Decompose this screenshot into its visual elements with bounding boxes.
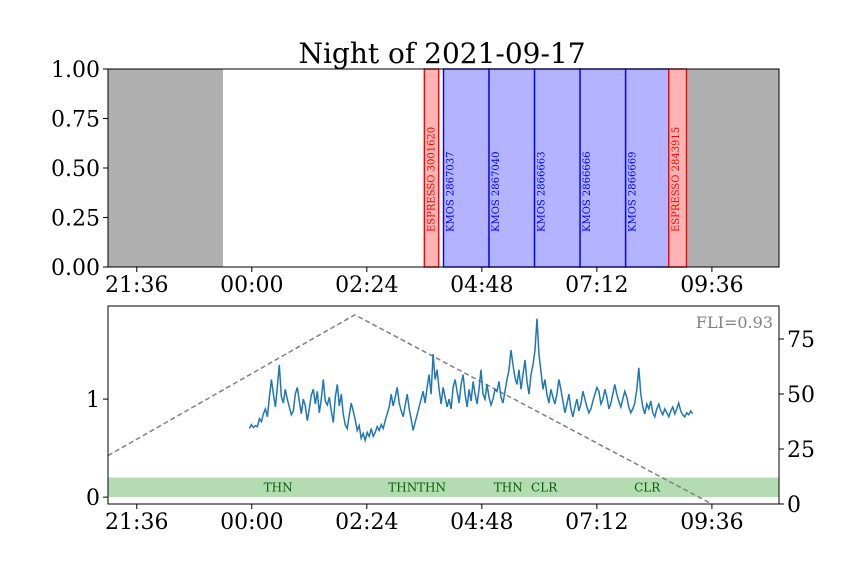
- weather-label-2: THN: [417, 480, 446, 494]
- bottom-left-tick-label-0: 0: [86, 486, 100, 511]
- observation-block-3: [533, 68, 581, 268]
- top-timeline-plot: ESPRESSO 3001620 KMOS 2867037 KMOS 2867040…: [51, 58, 780, 298]
- grey-region-0: [108, 69, 224, 267]
- bottom-plot-area: THN THN THN THN CLR CLR: [108, 313, 779, 504]
- fli-annotation: FLI=0.93: [696, 313, 773, 332]
- bottom-x-tick-label-4: 07:12: [565, 510, 628, 535]
- bottom-left-tick-label-1: 1: [86, 388, 100, 413]
- observation-block-1: [442, 68, 490, 268]
- altitude-line: [108, 313, 713, 504]
- bottom-axes-frame: [107, 305, 780, 505]
- observation-label-3: KMOS 2866663: [537, 152, 548, 232]
- bottom-conditions-plot: THN THN THN THN CLR CLRFLI=0.9301025507521:36…: [86, 305, 815, 535]
- weather-label-5: CLR: [634, 480, 661, 494]
- bottom-x-tick-label-0: 21:36: [105, 510, 168, 535]
- observation-label-4: KMOS 2866666: [582, 152, 593, 232]
- top-x-tick-label-0: 21:36: [105, 273, 168, 298]
- bottom-right-tick-label-2: 50: [787, 383, 815, 408]
- observation-label-5: KMOS 2866669: [628, 152, 639, 232]
- bottom-x-tick-label-2: 02:24: [335, 510, 398, 535]
- weather-label-3: THN: [494, 480, 523, 494]
- top-y-tick-label-0: 0.00: [51, 256, 100, 281]
- bottom-right-tick-label-0: 0: [787, 493, 801, 518]
- observation-label-0: ESPRESSO 3001620: [426, 127, 437, 232]
- top-x-tick-label-5: 09:36: [680, 273, 743, 298]
- observation-label-1: KMOS 2867037: [446, 152, 457, 232]
- bottom-right-tick-label-1: 25: [787, 438, 815, 463]
- bottom-right-tick-label-3: 75: [787, 328, 815, 353]
- weather-label-0: THN: [264, 480, 293, 494]
- observation-label-6: ESPRESSO 2843915: [671, 127, 682, 232]
- bottom-x-tick-label-3: 04:48: [450, 510, 513, 535]
- top-x-tick-label-3: 04:48: [450, 273, 513, 298]
- bottom-x-tick-label-1: 00:00: [220, 510, 283, 535]
- weather-label-4: CLR: [531, 480, 558, 494]
- seeing-line: [248, 318, 694, 444]
- top-y-tick-label-3: 0.75: [51, 108, 100, 133]
- top-y-tick-label-1: 0.25: [51, 207, 100, 232]
- top-x-tick-label-2: 02:24: [335, 273, 398, 298]
- chart-title: Night of 2021-09-17: [298, 37, 585, 70]
- top-x-tick-label-1: 00:00: [220, 273, 283, 298]
- grey-region-1: [675, 69, 779, 267]
- weather-label-1: THN: [388, 480, 417, 494]
- weather-band: [108, 477, 779, 498]
- top-x-tick-label-4: 07:12: [565, 273, 628, 298]
- top-y-tick-label-2: 0.50: [51, 157, 100, 182]
- top-y-tick-label-4: 1.00: [51, 58, 100, 83]
- bottom-x-tick-label-5: 09:36: [680, 510, 743, 535]
- observation-label-2: KMOS 2867040: [491, 152, 502, 232]
